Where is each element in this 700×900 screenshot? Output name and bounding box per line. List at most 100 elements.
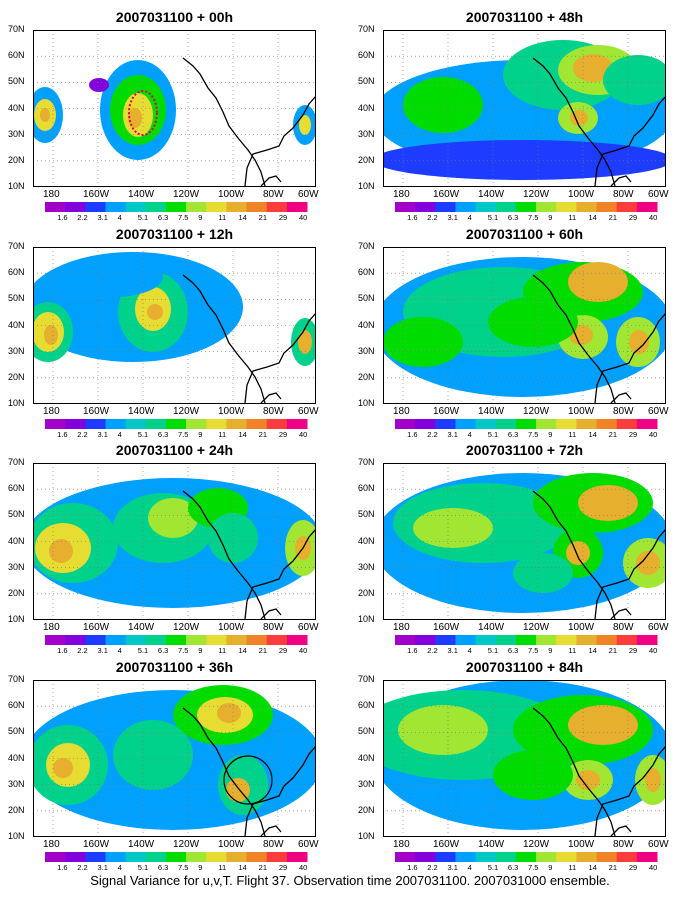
colorbar-swatch [65, 202, 86, 212]
colorbar-label: 2.2 [427, 213, 438, 222]
latitude-label: 30N [358, 128, 375, 139]
longitude-label: 80W [613, 406, 634, 417]
colorbar-label: 9 [198, 863, 203, 872]
colorbar-label: 21 [258, 863, 268, 872]
target-circle [223, 755, 273, 805]
colorbar-swatch [125, 419, 147, 429]
longitude-label: 100W [218, 406, 245, 417]
colorbar-label: 6.3 [157, 213, 169, 222]
colorbar-swatch [65, 419, 86, 429]
panel-title: 2007031100 + 72h [465, 442, 584, 458]
variance-contour [63, 257, 163, 297]
colorbar [45, 419, 308, 429]
longitude-label: 180 [43, 839, 60, 850]
variance-contour [383, 140, 666, 180]
variance-contour [493, 750, 573, 800]
coastline [182, 57, 316, 187]
colorbar-label: 4 [467, 213, 472, 222]
colorbar-swatch [596, 635, 618, 645]
colorbar-swatch [636, 635, 658, 645]
colorbar-swatch [536, 419, 557, 429]
colorbar-swatch [246, 852, 268, 862]
colorbar [395, 852, 658, 862]
variance-map [33, 30, 316, 187]
latitude-label: 60N [358, 50, 375, 61]
longitude-label: 80W [263, 839, 284, 850]
colorbar-label: 9 [548, 863, 553, 872]
coastline [182, 274, 316, 404]
colorbar-label: 6.3 [157, 646, 169, 655]
panel-title: 2007031100 + 36h [115, 659, 234, 675]
colorbar-swatch [495, 852, 517, 862]
colorbar-label: 21 [608, 430, 618, 439]
colorbar-swatch [616, 419, 638, 429]
colorbar-swatch [576, 852, 598, 862]
colorbar-swatch [85, 635, 106, 645]
variance-contour [513, 553, 573, 593]
colorbar-swatch [515, 852, 537, 862]
colorbar-swatch [556, 852, 577, 862]
colorbar-label: 40 [298, 863, 308, 872]
colorbar-label: 4 [467, 863, 472, 872]
colorbar-swatch [226, 852, 248, 862]
colorbar-swatch [165, 852, 187, 862]
colorbar-swatch [286, 202, 308, 212]
variance-contour [148, 498, 198, 538]
longitude-label: 180 [393, 189, 410, 200]
colorbar-swatch [636, 202, 658, 212]
colorbar-label: 21 [608, 863, 618, 872]
colorbar-label: 40 [298, 213, 308, 222]
colorbar-label: 2.2 [427, 430, 438, 439]
longitude-label: 60W [648, 622, 669, 633]
colorbar-label: 2.2 [427, 646, 438, 655]
colorbar-label: 6.3 [507, 646, 519, 655]
variance-contour [299, 115, 311, 135]
longitude-label: 120W [523, 189, 550, 200]
colorbar-label: 29 [628, 213, 638, 222]
colorbar-swatch [85, 419, 106, 429]
colorbar-label: 7.5 [178, 213, 189, 222]
coastline [532, 57, 666, 187]
colorbar-swatch [226, 635, 248, 645]
colorbar-label: 11 [218, 430, 227, 439]
colorbar-label: 9 [198, 213, 203, 222]
colorbar-swatch [226, 419, 248, 429]
longitude-label: 120W [523, 622, 550, 633]
longitude-label: 140W [478, 406, 505, 417]
colorbar-swatch [125, 202, 147, 212]
colorbar-swatch [576, 202, 598, 212]
colorbar-swatch [576, 419, 598, 429]
colorbar-label: 3.1 [447, 863, 458, 872]
colorbar-label: 5.1 [137, 430, 149, 439]
colorbar-swatch [105, 419, 127, 429]
variance-contour [383, 317, 463, 367]
colorbar-label: 2.2 [77, 213, 88, 222]
longitude-label: 60W [298, 839, 319, 850]
colorbar-label: 7.5 [178, 430, 189, 439]
latitude-label: 20N [8, 154, 25, 165]
colorbar-swatch [475, 635, 497, 645]
colorbar-swatch [125, 852, 147, 862]
colorbar-swatch [536, 202, 557, 212]
colorbar-swatch [536, 852, 557, 862]
longitude-label: 140W [128, 189, 155, 200]
colorbar-swatch [286, 635, 308, 645]
colorbar-swatch [495, 202, 517, 212]
colorbar-label: 14 [588, 213, 597, 222]
colorbar-swatch [65, 635, 86, 645]
longitude-label: 100W [568, 189, 595, 200]
longitude-label: 60W [648, 406, 669, 417]
panel-title: 2007031100 + 60h [465, 226, 584, 242]
longitude-label: 80W [263, 189, 284, 200]
colorbar-label: 11 [218, 863, 227, 872]
colorbar [395, 635, 658, 645]
colorbar-swatch [435, 419, 456, 429]
colorbar-swatch [556, 419, 577, 429]
colorbar-swatch [415, 419, 436, 429]
colorbar-swatch [415, 852, 436, 862]
colorbar-label: 5.1 [137, 646, 149, 655]
latitude-label: 20N [358, 587, 375, 598]
variance-contour [298, 330, 312, 354]
latitude-label: 20N [8, 587, 25, 598]
latitude-label: 30N [358, 561, 375, 572]
